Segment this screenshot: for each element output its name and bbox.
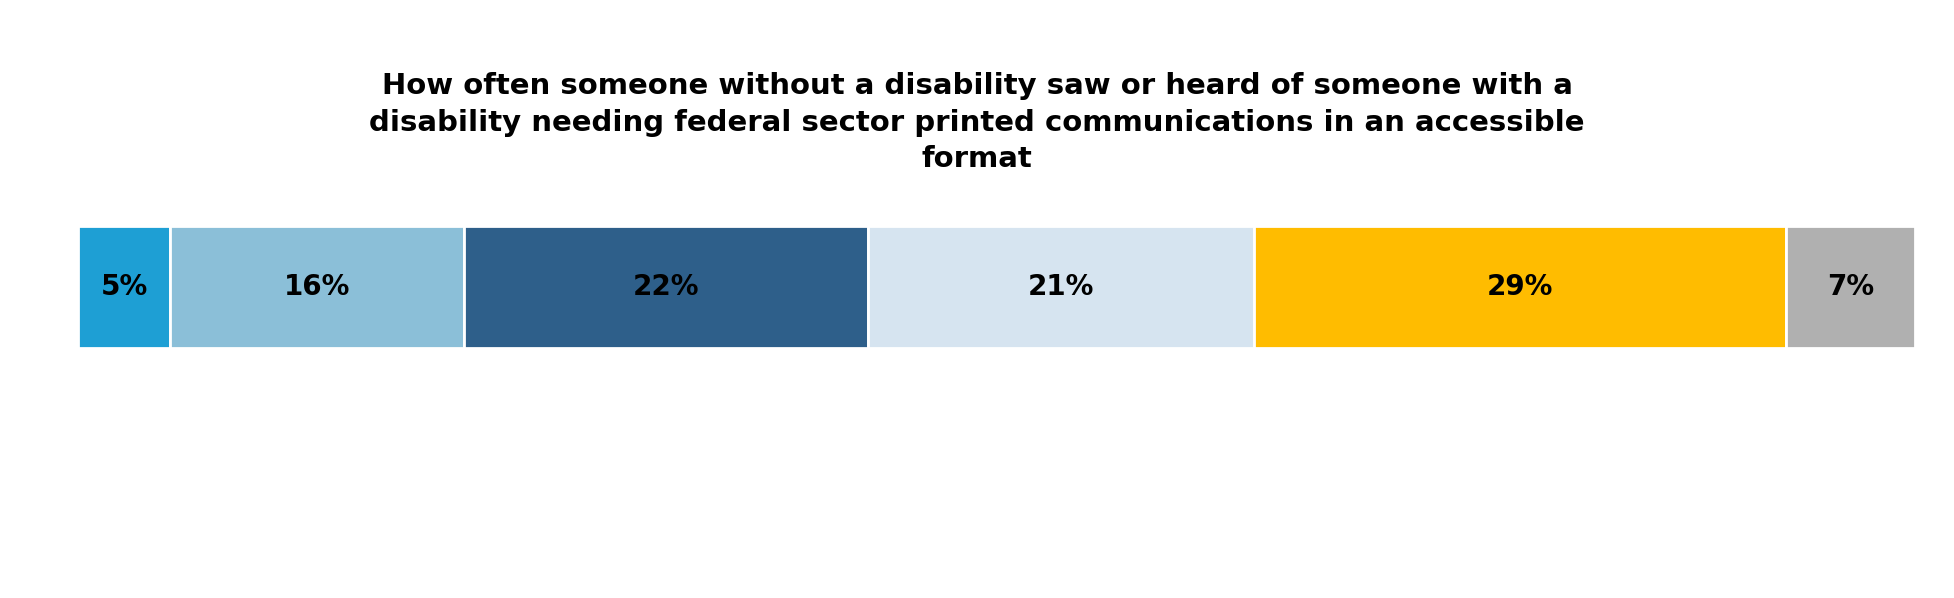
Text: 22%: 22% bbox=[633, 273, 700, 301]
Text: How often someone without a disability saw or heard of someone with a
disability: How often someone without a disability s… bbox=[369, 72, 1585, 173]
Text: 16%: 16% bbox=[283, 273, 350, 301]
Text: 29%: 29% bbox=[1487, 273, 1553, 301]
Bar bbox=[78, 225, 170, 348]
Bar bbox=[1786, 225, 1915, 348]
Text: 21%: 21% bbox=[1028, 273, 1094, 301]
Bar bbox=[1254, 225, 1786, 348]
Bar bbox=[463, 225, 868, 348]
Bar bbox=[170, 225, 463, 348]
Text: 5%: 5% bbox=[100, 273, 149, 301]
Bar bbox=[868, 225, 1254, 348]
Text: 7%: 7% bbox=[1827, 273, 1874, 301]
